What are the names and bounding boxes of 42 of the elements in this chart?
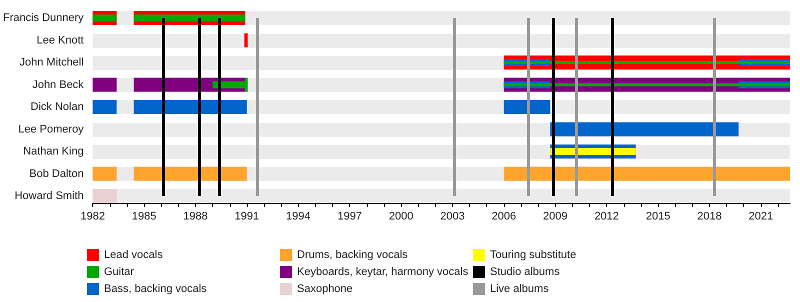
y-tick-label: Lee Knott (36, 34, 84, 46)
legend-label: Touring substitute (490, 249, 576, 261)
y-tick-label: Lee Pomeroy (18, 123, 84, 136)
legend-label: Bass, backing vocals (104, 283, 208, 295)
bar (134, 100, 247, 114)
y-tick-label: John Mitchell (19, 56, 84, 68)
x-tick-label: 2006 (492, 210, 516, 222)
x-tick-label: 2018 (697, 210, 722, 222)
x-tick-label: 2003 (440, 210, 465, 222)
bar (92, 189, 117, 203)
bar (92, 166, 117, 181)
legend-label: Guitar (104, 266, 134, 278)
x-tick-label: 1985 (132, 210, 156, 222)
bar (92, 14, 117, 22)
x-tick-label: 2009 (543, 210, 568, 222)
y-tick-label: Bob Dalton (29, 168, 84, 180)
x-tick-label: 2000 (388, 210, 414, 222)
x-tick-label: 2021 (748, 210, 774, 222)
x-tick-label: 1997 (337, 210, 362, 222)
x-tick-label: 1988 (183, 210, 208, 222)
bar (92, 100, 117, 114)
y-tick-label: Francis Dunnery (2, 12, 84, 24)
y-tick-label: Nathan King (23, 146, 84, 158)
legend-label: Lead vocals (104, 249, 164, 261)
y-tick-label: Dick Nolan (30, 101, 84, 113)
legend-label: Drums, backing vocals (297, 249, 408, 261)
bar (550, 122, 739, 136)
x-tick-label: 2015 (646, 210, 670, 222)
x-tick-label: 1982 (80, 210, 105, 222)
legend-label: Live albums (490, 283, 550, 295)
bar (212, 81, 246, 88)
x-tick-label: 1994 (286, 210, 311, 222)
y-tick-label: John Beck (32, 78, 84, 91)
x-tick-label: 2012 (594, 210, 619, 222)
legend-label: Saxophone (297, 283, 353, 295)
legend-label: Studio albums (490, 266, 560, 278)
bar (92, 78, 117, 92)
bar (134, 166, 247, 181)
y-tick-label: Howard Smith (14, 190, 84, 202)
x-tick-label: 1991 (234, 210, 260, 222)
legend-label: Keyboards, keytar, harmony vocals (297, 266, 469, 278)
bar (504, 100, 550, 114)
